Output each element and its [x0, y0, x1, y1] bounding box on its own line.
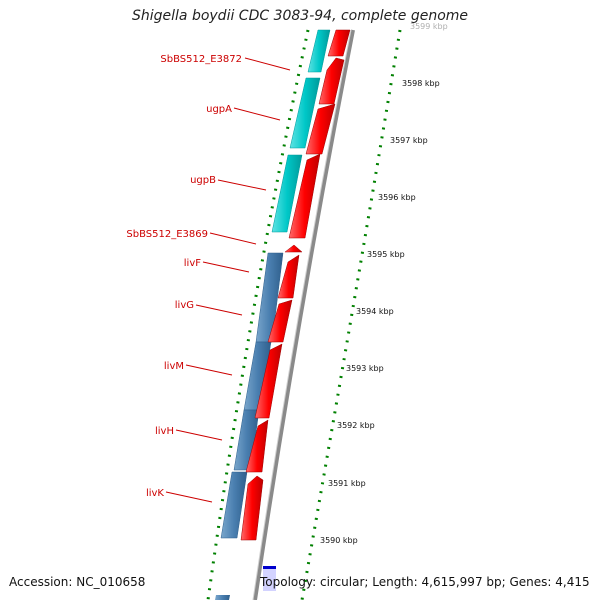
- red-gene-4: [288, 153, 321, 239]
- label-leader-lines: [165, 57, 291, 503]
- genome-backbone-highlight: [252, 29, 352, 600]
- gene-label: ugpA: [206, 104, 232, 115]
- red-gene-3: [305, 103, 336, 155]
- forward-strand-red-genes: [240, 29, 351, 541]
- red-gene-9: [245, 419, 269, 473]
- gene-label: livK: [146, 488, 164, 499]
- ruler-tick-label: 3598 kbp: [402, 79, 440, 88]
- gene-ugpA: [289, 77, 321, 149]
- red-gene-7: [267, 299, 293, 343]
- gene-label: SbBS512_E3872: [160, 54, 242, 65]
- ruler-tick-labels: 3599 kbp 3598 kbp 3597 kbp 3596 kbp 3595…: [320, 22, 448, 545]
- genome-backbone: [253, 29, 355, 600]
- red-gene-10: [240, 475, 264, 541]
- ruler-tick-label: 3597 kbp: [390, 136, 428, 145]
- gene-label: ugpB: [190, 175, 216, 186]
- ruler-tick-label: 3594 kbp: [356, 307, 394, 316]
- accession-text: Accession: NC_010658: [9, 575, 146, 589]
- gene-label: livH: [155, 426, 174, 437]
- red-gene-2: [318, 57, 345, 105]
- ruler-tick-label: 3592 kbp: [337, 421, 375, 430]
- red-gene-5: [284, 244, 303, 253]
- gene-label: livG: [175, 300, 194, 311]
- gene-label: livF: [184, 258, 201, 269]
- ruler-tick-label: 3595 kbp: [367, 250, 405, 259]
- topology-text: Topology: circular; Length: 4,615,997 bp…: [260, 575, 590, 589]
- gene-SbBS512_E3872: [307, 29, 331, 73]
- reverse-strand-cyan-genes: [271, 29, 331, 233]
- gene-labels: SbBS512_E3872 ugpA ugpB SbBS512_E3869 li…: [126, 54, 242, 499]
- red-gene-1: [327, 29, 351, 57]
- reverse-strand-blue-genes: [215, 252, 284, 600]
- gene-livK-blue: [220, 471, 248, 539]
- red-gene-6: [277, 254, 300, 299]
- ruler-tick-label: 3593 kbp: [346, 364, 384, 373]
- ruler-tick-label: 3596 kbp: [378, 193, 416, 202]
- ruler-tick-label: 3590 kbp: [320, 536, 358, 545]
- position-marker-shade: [263, 569, 276, 591]
- map-title: Shigella boydii CDC 3083-94, complete ge…: [131, 8, 469, 24]
- gene-label: livM: [164, 361, 184, 372]
- gene-label: SbBS512_E3869: [126, 229, 208, 240]
- red-gene-8: [254, 343, 283, 419]
- position-marker: [263, 566, 276, 569]
- gene-ugpB: [271, 154, 303, 233]
- gene-bottom-blue: [215, 595, 230, 600]
- ruler-tick-label: 3591 kbp: [328, 479, 366, 488]
- ruler-tick-label: 3599 kbp: [410, 22, 448, 31]
